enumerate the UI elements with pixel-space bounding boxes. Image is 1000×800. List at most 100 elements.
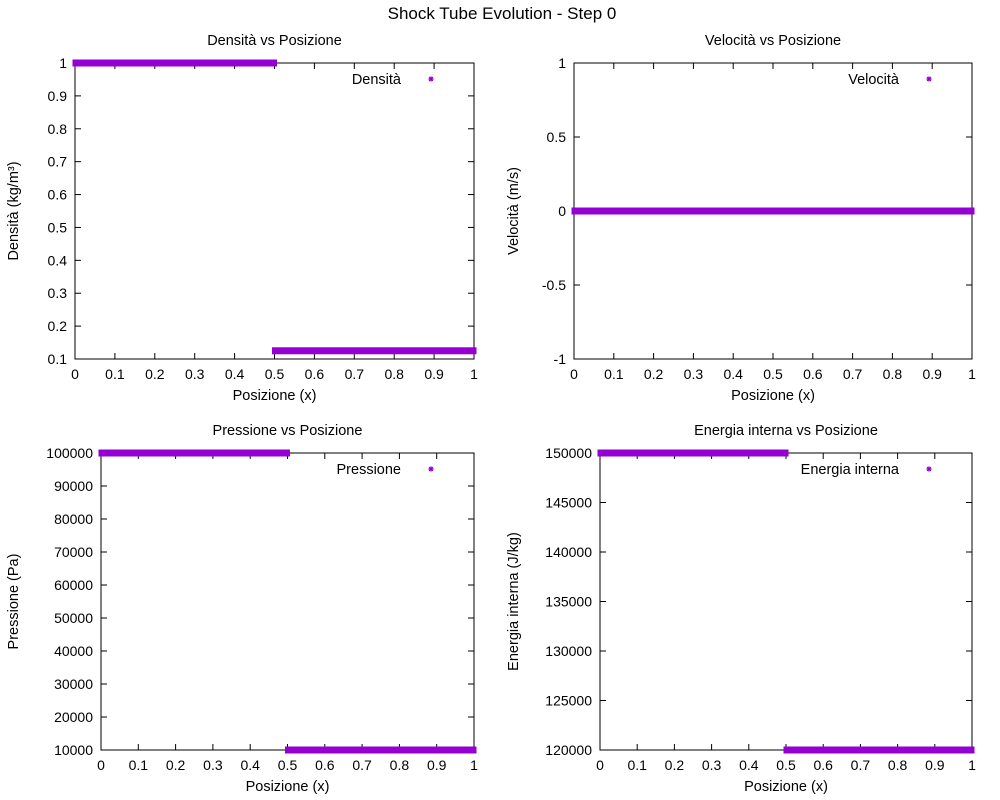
plot-frame — [100, 452, 475, 751]
x-tick-label: 0.6 — [305, 366, 325, 382]
y-tick-label: 0.8 — [48, 121, 68, 137]
x-tick-label: 0 — [596, 757, 604, 773]
data-point-band — [98, 449, 290, 457]
data-point-band — [72, 59, 277, 67]
chart-velocity: Velocità vs Posizione 0 0.1 0.2 0.3 0.4 0.5 0.6… — [506, 33, 976, 404]
chart-title: Densità vs Posizione — [207, 33, 342, 49]
y-tick-label: 20000 — [54, 709, 93, 725]
x-tick-label: 0.9 — [424, 366, 444, 382]
x-tick-label: 0.5 — [763, 366, 783, 382]
x-axis-label: Posizione (x) — [246, 779, 330, 795]
x-tick-label: 0.4 — [739, 757, 759, 773]
y-tick-label: 0.2 — [48, 318, 68, 334]
y-tick-label: 145000 — [545, 495, 592, 511]
chart-pressure: Pressione vs Posizione 0 0.1 0.2 0.3 0.4 0.5 0.… — [6, 423, 478, 795]
x-tick-label: 0.2 — [166, 757, 186, 773]
y-tick-label: 0 — [558, 203, 566, 219]
x-tick-label: 1 — [470, 757, 478, 773]
x-tick-label: 0.1 — [627, 757, 647, 773]
x-tick-label: 0.1 — [604, 366, 624, 382]
y-tick-label: 40000 — [54, 643, 93, 659]
legend-label: Densità — [352, 72, 402, 88]
y-tick-label: 0.6 — [48, 187, 68, 203]
x-tick-label: 0.8 — [390, 757, 410, 773]
y-axis-label: Pressione (Pa) — [6, 554, 22, 650]
y-tick-label: 140000 — [545, 544, 592, 560]
x-tick-label: 0 — [97, 757, 105, 773]
x-tick-label: 0.6 — [813, 757, 833, 773]
y-tick-label: -0.5 — [542, 277, 566, 293]
x-axis-label: Posizione (x) — [744, 779, 828, 795]
x-tick-label: 0.7 — [843, 366, 863, 382]
x-tick-label: 0.4 — [225, 366, 245, 382]
y-tick-label: 0.9 — [48, 88, 68, 104]
legend-marker — [926, 76, 932, 82]
y-tick-label: 130000 — [545, 643, 592, 659]
data-point-band — [783, 746, 975, 754]
y-tick-label: 0.3 — [48, 285, 68, 301]
chart-title: Velocità vs Posizione — [705, 33, 841, 49]
x-tick-label: 0.1 — [105, 366, 125, 382]
x-tick-label: 0.1 — [129, 757, 149, 773]
x-tick-label: 0.6 — [803, 366, 823, 382]
plot-frame — [599, 452, 973, 751]
y-axis-label: Energia interna (J/kg) — [506, 532, 522, 671]
x-tick-label: 0.4 — [240, 757, 260, 773]
y-tick-label: 90000 — [54, 478, 93, 494]
x-tick-label: 0.5 — [776, 757, 796, 773]
x-tick-label: 0.3 — [684, 366, 704, 382]
data-point-band — [571, 207, 975, 215]
x-tick-label: 0.9 — [925, 757, 945, 773]
x-tick-label: 0.6 — [315, 757, 335, 773]
x-tick-label: 1 — [968, 366, 976, 382]
x-tick-label: 0.7 — [352, 757, 372, 773]
legend-marker — [428, 466, 434, 472]
x-tick-label: 0.3 — [702, 757, 722, 773]
plot-frame — [74, 62, 475, 360]
y-tick-label: 100000 — [46, 445, 93, 461]
y-tick-label: 70000 — [54, 544, 93, 560]
figure-title: Shock Tube Evolution - Step 0 — [388, 4, 617, 23]
series-points — [98, 449, 477, 754]
y-tick-label: 0.1 — [48, 351, 68, 367]
x-tick-label: 0.4 — [723, 366, 743, 382]
legend-marker — [428, 76, 434, 82]
y-tick-label: 0.5 — [547, 129, 567, 145]
x-tick-label: 0.5 — [278, 757, 298, 773]
legend-label: Energia interna — [801, 462, 900, 478]
x-axis-label: Posizione (x) — [731, 388, 815, 404]
chart-internal-energy: Energia interna vs Posizione 0 0.1 0.2 0.3 0.… — [506, 423, 976, 795]
y-tick-label: 0.7 — [48, 154, 68, 170]
y-axis-label: Velocità (m/s) — [506, 167, 522, 255]
chart-title: Energia interna vs Posizione — [694, 423, 878, 439]
x-tick-label: 0.9 — [427, 757, 447, 773]
x-tick-label: 0.8 — [883, 366, 903, 382]
x-tick-label: 1 — [968, 757, 976, 773]
y-tick-label: -1 — [554, 351, 567, 367]
x-axis-label: Posizione (x) — [233, 388, 317, 404]
y-tick-label: 0.5 — [48, 219, 68, 235]
y-tick-label: 135000 — [545, 594, 592, 610]
data-point-band — [597, 449, 789, 457]
y-tick-label: 0.4 — [48, 252, 68, 268]
data-point-band — [272, 347, 477, 355]
data-point-band — [285, 746, 477, 754]
x-tick-label: 0.2 — [145, 366, 165, 382]
series-points — [72, 59, 477, 355]
legend-label: Pressione — [337, 462, 401, 478]
y-tick-label: 10000 — [54, 742, 93, 758]
x-tick-label: 0.5 — [265, 366, 285, 382]
x-tick-label: 0.9 — [922, 366, 942, 382]
x-tick-label: 0.7 — [851, 757, 871, 773]
y-tick-label: 50000 — [54, 610, 93, 626]
y-tick-label: 1 — [59, 55, 67, 71]
x-tick-label: 0 — [71, 366, 79, 382]
legend-label: Velocità — [848, 72, 900, 88]
legend-marker — [926, 466, 932, 472]
x-tick-label: 0.8 — [384, 366, 404, 382]
x-tick-label: 0.2 — [644, 366, 664, 382]
y-tick-label: 1 — [558, 55, 566, 71]
y-tick-label: 60000 — [54, 577, 93, 593]
